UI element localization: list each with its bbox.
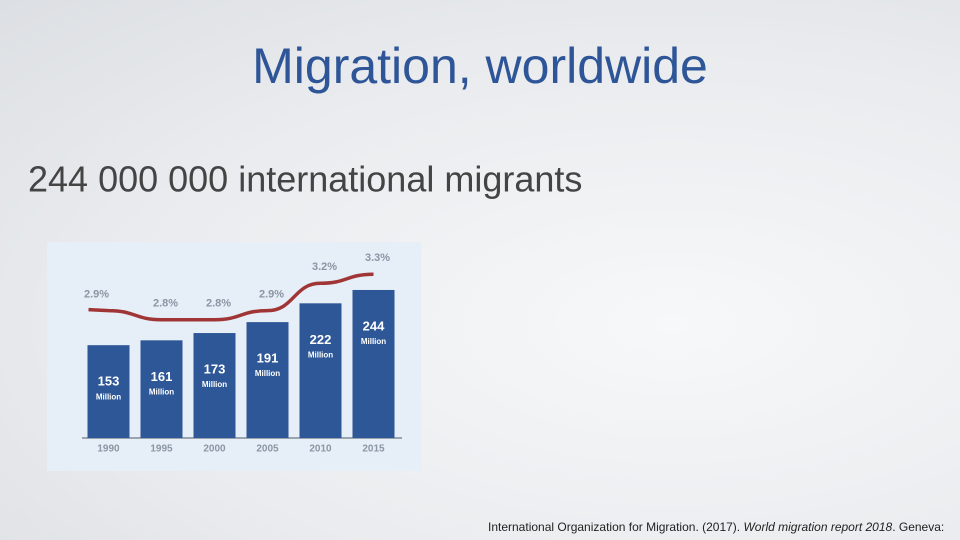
line-value-label: 2.8% — [153, 298, 178, 310]
bar-value-label: 173 — [204, 361, 226, 376]
citation: International Organization for Migration… — [488, 520, 944, 534]
line-value-label: 2.9% — [259, 289, 284, 301]
bar-unit-label: Million — [308, 350, 333, 359]
bar — [87, 345, 130, 438]
slide-title: Migration, worldwide — [252, 38, 708, 94]
citation-author: International Organization for Migration… — [488, 520, 743, 534]
x-tick-label: 2000 — [203, 444, 226, 455]
bar-unit-label: Million — [255, 369, 280, 378]
citation-work: World migration report 2018 — [743, 520, 892, 534]
x-tick-label: 2005 — [256, 444, 279, 455]
x-tick-label: 1995 — [150, 444, 173, 455]
bar — [299, 303, 342, 438]
citation-place: . Geneva: — [892, 520, 944, 534]
bar-unit-label: Million — [96, 392, 121, 401]
bar-unit-label: Million — [202, 380, 227, 389]
bar-value-label: 161 — [151, 369, 173, 384]
bar-value-label: 191 — [257, 351, 279, 366]
bar-unit-label: Million — [361, 337, 386, 346]
bar-unit-label: Million — [149, 387, 174, 396]
x-tick-label: 2010 — [309, 444, 332, 455]
bar-value-label: 222 — [310, 332, 332, 347]
bar — [246, 322, 289, 438]
line-value-label: 2.9% — [84, 289, 109, 301]
bar-value-label: 244 — [363, 318, 385, 333]
x-tick-label: 2015 — [362, 444, 385, 455]
line-value-label: 3.2% — [312, 261, 337, 273]
headline: 244 000 000 international migrants — [28, 159, 582, 200]
bar — [352, 289, 395, 438]
bar — [140, 340, 183, 438]
bar — [193, 333, 236, 438]
bar-value-label: 153 — [98, 374, 120, 389]
x-tick-label: 1990 — [97, 444, 120, 455]
line — [88, 272, 374, 322]
line-value-label: 3.3% — [365, 252, 390, 264]
line-value-label: 2.8% — [206, 298, 231, 310]
